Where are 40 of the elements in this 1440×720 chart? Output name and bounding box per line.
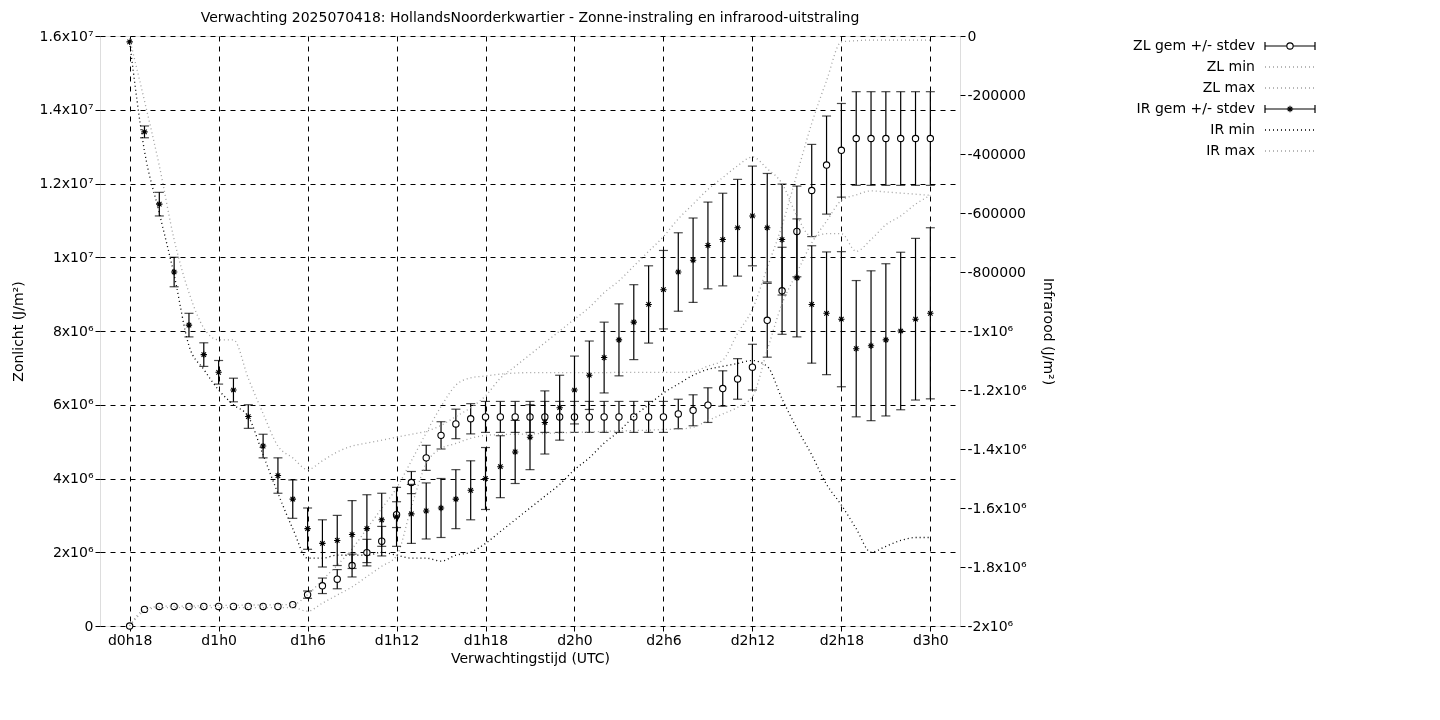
y2-tick-label: -1x10⁶ — [967, 322, 1014, 339]
y2-tick-label: -2x10⁶ — [967, 617, 1014, 634]
legend-label: ZL min — [1206, 58, 1255, 74]
x-tick-label: d1h12 — [374, 631, 420, 648]
y-tick-label: 1.6x10⁷ — [39, 27, 94, 44]
legend-label: IR max — [1206, 142, 1255, 158]
chart-title: Verwachting 2025070418: HollandsNoorderkwartier - Zonne-instraling en infrarood-uitstraling — [200, 9, 860, 25]
legend-label: ZL max — [1202, 79, 1255, 95]
x-tick-label: d0h18 — [107, 631, 153, 648]
y2-tick-label: -1.8x10⁶ — [967, 558, 1027, 575]
y-tick-label: 0 — [84, 617, 94, 634]
y-tick-label: 1x10⁷ — [52, 248, 94, 265]
y2-tick-label: 0 — [967, 27, 977, 44]
y-tick-label: 4x10⁶ — [52, 470, 94, 486]
x-tick-label: d2h12 — [730, 631, 776, 648]
x-axis-title: Verwachtingstijd (UTC) — [450, 649, 611, 666]
y-tick-label: 1.2x10⁷ — [39, 175, 94, 191]
y2-tick-label: -200000 — [967, 86, 1026, 103]
y-tick-label: 6x10⁶ — [52, 396, 94, 413]
x-tick-label: d2h0 — [557, 631, 593, 648]
y-tick-label: 2x10⁶ — [52, 543, 94, 560]
x-tick-label: d1h0 — [201, 631, 237, 648]
legend-label: IR gem +/- stdev — [1136, 100, 1255, 116]
y-tick-label: 1.4x10⁷ — [39, 101, 94, 118]
x-tick-label: d3h0 — [913, 631, 949, 648]
y-axis-title: Zonlicht (J/m²) — [9, 281, 26, 382]
x-tick-label: d1h6 — [290, 631, 326, 648]
y2-tick-label: -1.4x10⁶ — [967, 440, 1027, 457]
y2-tick-label: -1.2x10⁶ — [967, 381, 1027, 398]
y2-axis-title: Infrarood (J/m²) — [1040, 277, 1057, 386]
y-tick-label: 8x10⁶ — [52, 322, 94, 339]
x-tick-label: d1h18 — [463, 631, 509, 648]
y2-tick-label: -1.6x10⁶ — [967, 499, 1027, 516]
y2-tick-label: -600000 — [967, 204, 1026, 221]
legend-label: ZL gem +/- stdev — [1133, 37, 1255, 53]
y2-tick-label: -800000 — [967, 263, 1026, 280]
y2-tick-label: -400000 — [967, 145, 1026, 162]
x-tick-label: d2h6 — [646, 631, 682, 648]
x-tick-label: d2h18 — [819, 631, 865, 648]
legend-label: IR min — [1210, 121, 1255, 137]
